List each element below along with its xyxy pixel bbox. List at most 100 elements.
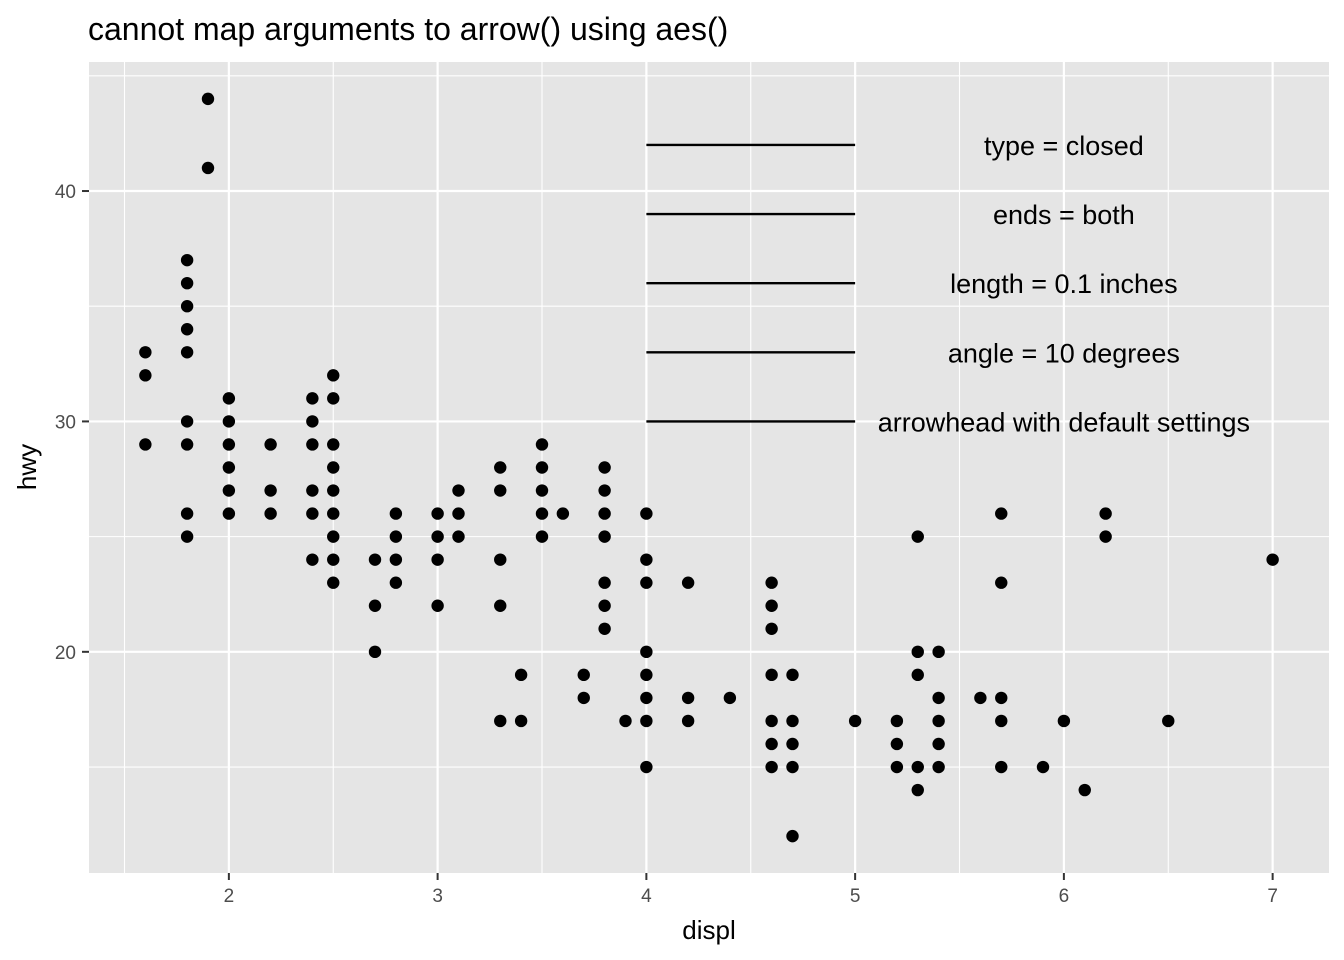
data-point <box>786 668 799 682</box>
data-point <box>306 507 319 520</box>
data-point <box>368 553 382 566</box>
segment-label: type = closed <box>984 131 1144 161</box>
data-point <box>306 415 319 428</box>
data-point <box>201 161 215 175</box>
data-point <box>180 530 194 543</box>
data-point <box>932 760 945 774</box>
data-point <box>640 553 653 566</box>
data-point <box>452 507 465 520</box>
chart-title: cannot map arguments to arrow() using ae… <box>88 11 728 47</box>
data-point <box>598 530 611 543</box>
data-point <box>932 714 945 728</box>
data-point <box>494 484 507 497</box>
data-point <box>995 714 1008 728</box>
data-point <box>890 714 904 728</box>
data-point <box>180 415 194 428</box>
data-point <box>911 760 924 774</box>
data-point <box>640 645 653 659</box>
y-tick-label: 40 <box>55 182 76 203</box>
data-point <box>640 691 653 705</box>
data-point <box>494 714 507 728</box>
data-point <box>327 461 340 474</box>
data-point <box>911 645 924 659</box>
data-point <box>995 691 1008 705</box>
data-point <box>306 553 319 566</box>
data-point <box>514 714 528 728</box>
y-tick-label: 30 <box>55 412 76 433</box>
data-point <box>180 346 194 359</box>
data-point <box>995 760 1008 774</box>
data-point <box>1099 507 1112 520</box>
data-point <box>139 369 152 382</box>
data-point <box>681 691 695 705</box>
data-point <box>890 760 904 774</box>
data-point <box>327 392 340 405</box>
data-point <box>1036 760 1050 774</box>
data-point <box>180 300 194 313</box>
data-point <box>431 507 444 520</box>
data-point <box>723 691 737 705</box>
data-point <box>180 438 194 451</box>
data-point <box>598 484 611 497</box>
segment-label: arrowhead with default settings <box>878 407 1250 437</box>
data-point <box>222 438 236 451</box>
data-point <box>222 461 236 474</box>
data-point <box>598 576 611 589</box>
data-point <box>327 576 340 589</box>
y-axis-title: hwy <box>12 444 42 490</box>
annotation-layer: type = closed ends = both length = 0.1 inc… <box>878 131 1250 437</box>
data-point <box>640 714 653 728</box>
data-point <box>535 484 549 497</box>
data-point <box>306 484 319 497</box>
data-point <box>765 576 778 589</box>
data-point <box>389 530 403 543</box>
data-point <box>180 276 194 290</box>
data-point <box>598 461 611 474</box>
segment-layer <box>646 143 856 423</box>
data-point <box>556 507 570 520</box>
data-point <box>598 599 611 612</box>
data-point <box>995 576 1008 589</box>
data-point <box>431 599 444 612</box>
segment-label: ends = both <box>993 200 1135 230</box>
data-point <box>640 760 653 774</box>
data-point <box>577 668 590 682</box>
data-point <box>995 507 1008 520</box>
y-tick-label: 20 <box>55 643 76 664</box>
data-point <box>535 438 549 451</box>
minor-gridlines <box>89 62 1329 873</box>
segment-label: length = 0.1 inches <box>950 269 1177 299</box>
data-point <box>389 507 403 520</box>
data-point <box>306 438 319 451</box>
data-point <box>786 714 799 728</box>
data-point <box>681 714 695 728</box>
data-point <box>598 507 611 520</box>
data-point <box>327 553 340 566</box>
data-point <box>974 691 987 705</box>
data-point <box>306 392 319 405</box>
data-point <box>327 530 340 543</box>
data-point <box>765 668 778 682</box>
data-point <box>535 461 549 474</box>
data-point <box>222 507 236 520</box>
data-point <box>1057 714 1071 728</box>
data-point <box>765 714 778 728</box>
data-point <box>494 599 507 612</box>
data-point <box>1162 714 1175 728</box>
data-point <box>452 484 465 497</box>
data-point <box>786 829 799 843</box>
data-point <box>389 553 403 566</box>
data-point <box>640 668 653 682</box>
data-point <box>640 576 653 589</box>
data-point <box>139 346 152 359</box>
data-point <box>222 415 236 428</box>
data-point <box>201 92 215 106</box>
point-layer <box>139 92 1279 843</box>
data-point <box>786 737 799 751</box>
data-point <box>932 645 945 659</box>
data-point <box>514 668 528 682</box>
data-point <box>264 484 277 497</box>
data-point <box>911 783 924 797</box>
data-point <box>180 323 194 336</box>
